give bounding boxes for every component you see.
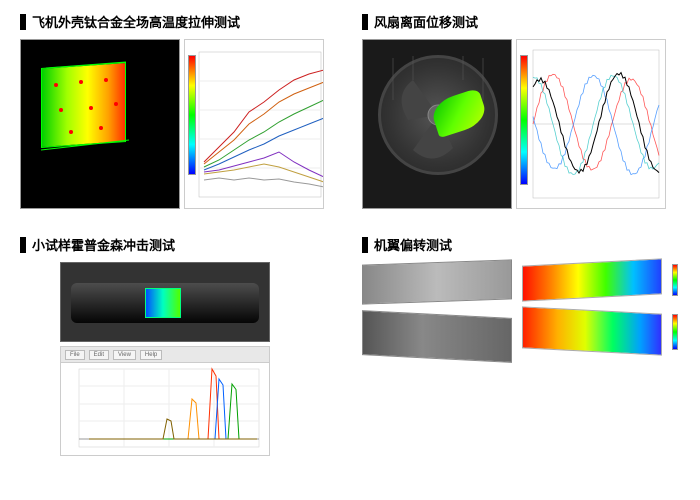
impact-image <box>60 262 270 342</box>
panel-title: 飞机外壳钛合金全场高温度拉伸测试 <box>20 12 338 31</box>
panel-title: 小试样霍普金森冲击测试 <box>20 235 338 254</box>
colorbar <box>672 314 678 350</box>
software-toolbar: File Edit View Help <box>61 347 269 363</box>
wing-reference-2 <box>362 310 512 363</box>
wing-reference-1 <box>362 259 512 304</box>
specimen-heatmap <box>145 288 181 318</box>
colorbar <box>672 264 678 296</box>
toolbar-tab: View <box>113 350 136 360</box>
fan-image <box>362 39 512 209</box>
panel-wing-deflection: 机翼偏转测试 <box>362 235 680 456</box>
wing-deflection-map-2 <box>522 306 662 355</box>
strain-time-chart <box>184 39 324 209</box>
panel-fan-displacement: 风扇离面位移测试 <box>362 12 680 209</box>
title-bar-icon <box>20 14 26 30</box>
panel-hopkinson: 小试样霍普金森冲击测试 File Edit View Help <box>20 235 338 456</box>
panel-title: 风扇离面位移测试 <box>362 12 680 31</box>
dic-image <box>20 39 180 209</box>
title-text: 小试样霍普金森冲击测试 <box>32 235 175 254</box>
title-text: 风扇离面位移测试 <box>374 12 478 31</box>
toolbar-tab: Edit <box>89 350 109 360</box>
panel-title: 机翼偏转测试 <box>362 235 680 254</box>
colorbar <box>520 55 528 185</box>
title-text: 机翼偏转测试 <box>374 235 452 254</box>
impact-signal-chart: File Edit View Help <box>60 346 270 456</box>
displacement-chart <box>516 39 666 209</box>
title-text: 飞机外壳钛合金全场高温度拉伸测试 <box>32 12 240 31</box>
toolbar-tab: File <box>65 350 85 360</box>
toolbar-tab: Help <box>140 350 162 360</box>
title-bar-icon <box>362 237 368 253</box>
title-bar-icon <box>362 14 368 30</box>
wing-deflection-map-1 <box>522 258 662 301</box>
panel-titanium-tensile: 飞机外壳钛合金全场高温度拉伸测试 <box>20 12 338 209</box>
title-bar-icon <box>20 237 26 253</box>
